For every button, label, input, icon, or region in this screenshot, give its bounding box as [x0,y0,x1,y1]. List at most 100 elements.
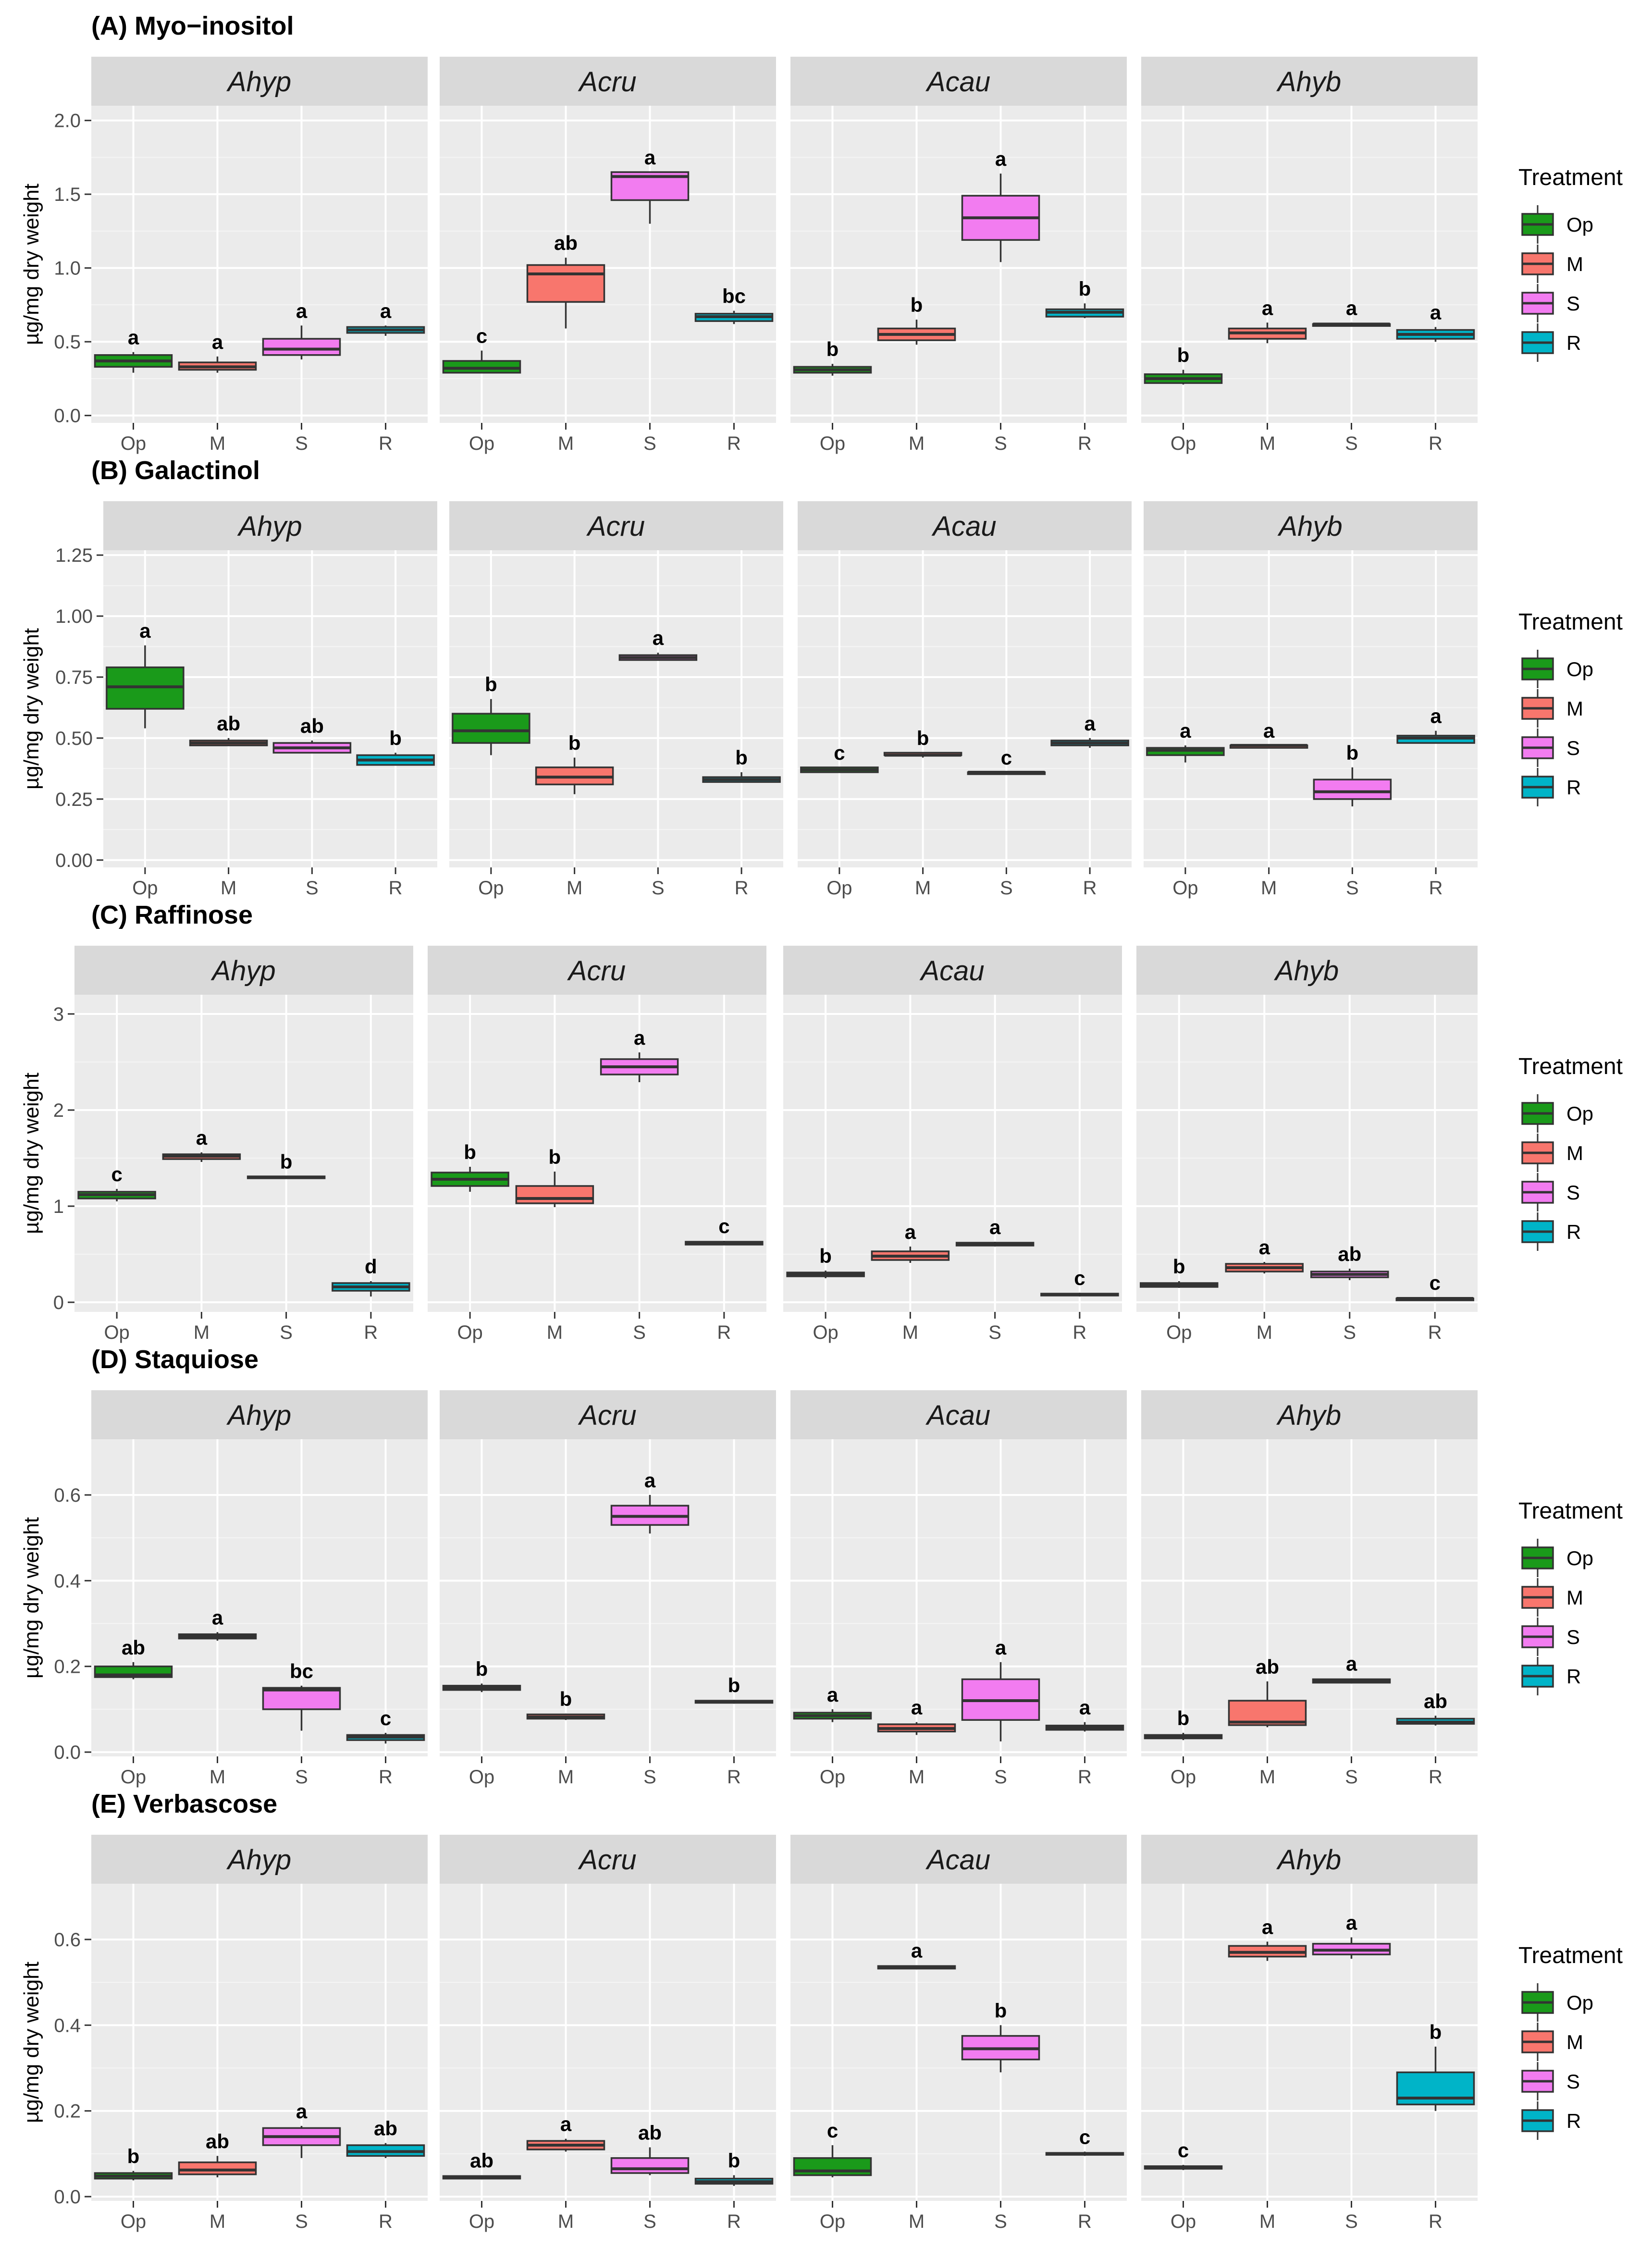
x-tick-label: M [909,433,925,454]
x-tick-label: R [389,877,403,899]
panel-background [440,1884,776,2201]
x-tick-label: M [1257,1322,1272,1343]
facet-strip-label: Ahyp [226,1844,291,1876]
significance-label: ab [300,715,324,737]
significance-label: ab [554,232,578,254]
facet-acru: Acru b b a b Op M S R [440,1390,776,1788]
legend-item-s: S [1521,284,1580,322]
significance-label: b [1430,2021,1442,2043]
y-tick-label: 0.4 [54,2015,81,2036]
box-r: b [702,746,781,783]
x-tick-label: S [643,433,656,454]
box-op: b [431,1141,509,1192]
legend-label: S [1566,737,1580,759]
facet-strip [103,501,437,550]
facet-acru: Acru b b a c Op M S R [428,946,766,1343]
facet-strip [1141,1835,1478,1884]
y-tick-label: 0.0 [54,1742,81,1763]
legend-label: M [1566,2031,1583,2053]
legend-item-op: Op [1521,1539,1593,1577]
x-tick-label: M [221,877,236,899]
facet-ahyb: Ahyb c a a b Op M S R [1141,1835,1478,2232]
legend-label: R [1566,1665,1581,1688]
facet-acau: Acau c a b c Op M S R [790,1835,1127,2232]
box-m: ab [189,712,268,746]
legend: Treatment Op MSR [1518,165,1623,362]
significance-label: c [1079,2125,1090,2148]
y-tick-label: 1.00 [55,606,93,627]
x-tick-label: M [558,2211,574,2232]
x-tick-label: Op [469,1766,494,1788]
x-tick-label: Op [121,2211,146,2232]
legend-label: Op [1566,213,1593,236]
box-s: a [961,1636,1040,1742]
panel-background [1136,995,1478,1312]
significance-label: c [380,1707,391,1729]
facet-strip-label: Acau [925,1400,990,1431]
panel-background [783,995,1122,1312]
significance-label: b [464,1141,476,1163]
facet-acru: Acru ab a ab b Op M S R [440,1835,776,2232]
legend-item-op: Op [1521,1983,1593,2022]
legend-label: M [1566,253,1583,275]
facet-ahyb: Ahyb b a a a Op M S R [1141,57,1478,454]
x-tick-label: Op [469,433,494,454]
box-s: b [961,1999,1040,2073]
y-tick-label: 2 [53,1100,64,1121]
box-body [515,1185,594,1204]
significance-label: b [1173,1255,1185,1278]
y-tick-label: 0.0 [54,2186,81,2208]
x-tick-label: R [1078,433,1092,454]
legend-title: Treatment [1518,1943,1623,1968]
significance-label: a [1079,1696,1091,1719]
box-r: b [1045,277,1124,319]
y-tick-label: 0.6 [54,1485,81,1506]
box-s: a [1312,1653,1391,1684]
significance-label: a [296,299,308,322]
significance-label: c [834,741,845,764]
legend-item-m: M [1521,1134,1583,1172]
box-m: a [1229,719,1308,749]
box-op: b [452,673,530,755]
y-tick-label: 0.2 [54,1656,81,1678]
facet-strip [1144,501,1478,550]
y-tick-label: 1.5 [54,184,81,205]
facet-strip [798,501,1132,550]
x-tick-label: M [1259,1766,1275,1788]
box-s: ab [1310,1243,1389,1280]
legend-item-r: R [1521,768,1581,806]
x-tick-label: Op [820,2211,845,2232]
y-tick-label: 1.0 [54,258,81,279]
facet-ahyp: Ahyp a ab ab b Op M S R [103,501,437,899]
y-tick-label: 0.0 [54,406,81,427]
x-tick-label: M [547,1322,563,1343]
facet-ahyp: Ahyp c a b d Op M S R [74,946,413,1343]
box-m: b [877,294,956,345]
significance-label: a [296,2100,308,2123]
significance-label: a [1084,712,1096,735]
significance-label: c [476,325,487,347]
legend-title: Treatment [1518,609,1623,635]
box-body [793,2157,872,2176]
x-tick-label: R [364,1322,378,1343]
significance-label: b [476,1657,488,1680]
x-tick-label: S [994,1766,1007,1788]
legend-label: S [1566,292,1580,315]
facet-strip-label: Acau [931,511,996,542]
x-tick-label: Op [121,433,146,454]
box-r: bc [694,285,774,324]
x-tick-label: M [567,877,582,899]
chart-title: (B) Galactinol [91,456,260,485]
box-s: ab [610,2122,690,2175]
facet-strip-label: Ahyb [1274,955,1339,987]
box-r: c [1045,2125,1124,2156]
chart-row-2: (B) Galactinol µg/mg dry weight 0.00 0.25 0.… [20,456,1623,899]
legend-item-m: M [1521,1578,1583,1617]
box-s: c [967,746,1046,775]
chart-title: (C) Raffinose [91,901,253,929]
box-m: a [162,1126,241,1162]
box-r: c [1040,1267,1119,1297]
x-tick-label: R [379,433,393,454]
box-r: ab [346,2117,425,2158]
